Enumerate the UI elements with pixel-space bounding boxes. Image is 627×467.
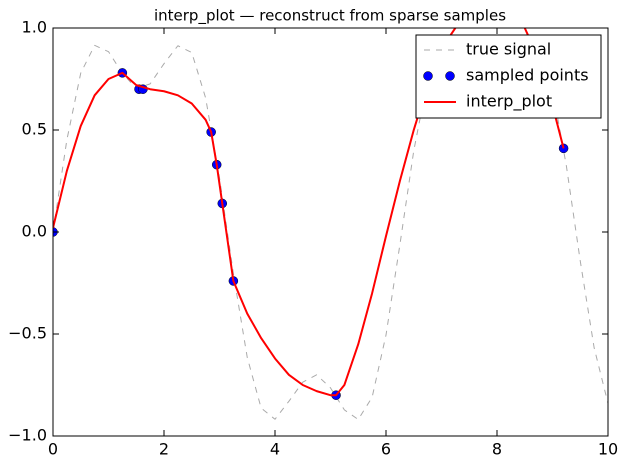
y-tick-label: −0.5 [8, 324, 47, 343]
x-tick-label: 8 [492, 440, 502, 459]
legend-label: sampled points [466, 66, 589, 85]
legend-marker [423, 71, 433, 81]
y-tick-label: 0.0 [22, 222, 47, 241]
series-line [53, 44, 608, 420]
legend-label: true signal [466, 40, 551, 59]
x-tick-label: 10 [598, 440, 618, 459]
legend-marker [445, 71, 455, 81]
legend: true signal sampled points interp_plot [415, 34, 602, 119]
y-tick-label: 1.0 [22, 18, 47, 37]
x-tick-label: 2 [159, 440, 169, 459]
chart-title: interp_plot — reconstruct from sparse sa… [154, 7, 506, 26]
x-tick-label: 6 [381, 440, 391, 459]
y-tick-label: 0.5 [22, 120, 47, 139]
x-tick-label: 4 [270, 440, 280, 459]
x-tick-label: 0 [48, 440, 58, 459]
y-tick-label: −1.0 [8, 426, 47, 445]
legend-label: interp_plot [466, 92, 552, 112]
